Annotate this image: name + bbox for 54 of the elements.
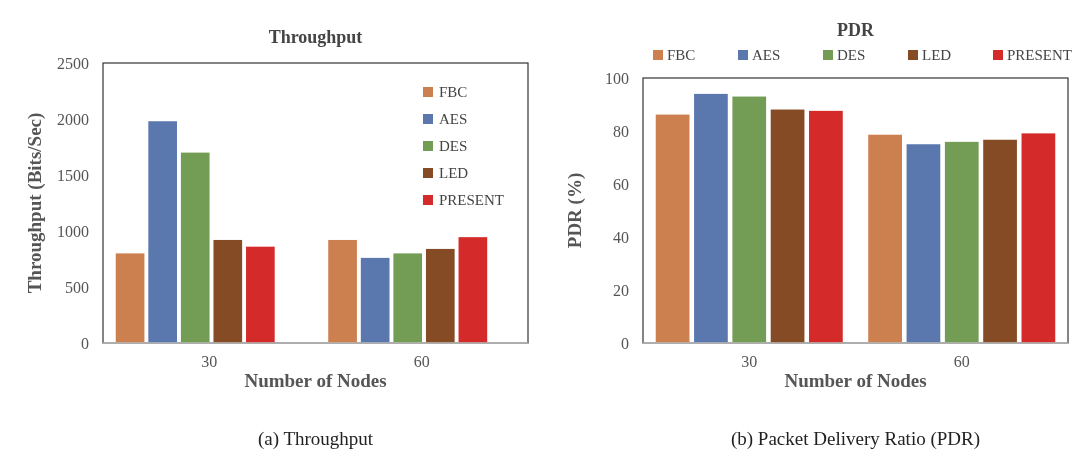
legend-label: AES [752, 47, 781, 63]
bar [983, 139, 1017, 343]
legend-label: LED [439, 165, 469, 181]
bar [809, 110, 843, 343]
legend-label: PRESENT [439, 192, 505, 208]
bar [458, 237, 488, 343]
bar [732, 96, 767, 343]
bar [148, 121, 177, 343]
y-tick-label: 1000 [57, 222, 89, 240]
bar [246, 246, 275, 343]
legend-label: LED [922, 47, 952, 63]
bar [115, 253, 145, 343]
x-axis-title: Number of Nodes [244, 370, 387, 391]
x-axis-title: Number of Nodes [784, 370, 927, 391]
bar [655, 114, 690, 343]
y-tick-label: 100 [605, 69, 629, 87]
bar [868, 134, 902, 343]
text: (b) Packet Delivery Ratio (PDR) [730, 428, 981, 450]
legend-label: DES [837, 47, 866, 63]
legend-label: FBC [439, 84, 468, 100]
bar [694, 93, 728, 343]
bar [425, 248, 455, 343]
y-tick-label: 2000 [57, 110, 89, 128]
bar [213, 239, 243, 343]
bar [180, 152, 210, 343]
y-tick-label: 1500 [57, 166, 89, 184]
x-tick-label: 60 [953, 353, 970, 370]
bar [906, 144, 941, 343]
x-tick-label: 30 [201, 353, 218, 370]
y-tick-label: 40 [613, 228, 629, 246]
bar [770, 109, 805, 343]
x-tick-label: 30 [741, 353, 758, 370]
legend-label: DES [439, 138, 468, 154]
bar [1021, 133, 1056, 343]
y-tick-label: 60 [613, 175, 629, 193]
x-tick-label: 60 [413, 353, 430, 370]
y-tick-label: 0 [81, 334, 89, 352]
chart-title: PDR [837, 20, 875, 40]
y-axis-title: Throughput (Bits/Sec) [24, 112, 46, 294]
bar [328, 239, 357, 343]
legend-label: FBC [667, 47, 696, 63]
bar [944, 141, 979, 343]
y-tick-label: 20 [613, 281, 629, 299]
bar [360, 257, 390, 343]
y-tick-label: 80 [613, 122, 629, 140]
text: (a) Throughput [257, 428, 374, 450]
legend-label: AES [439, 111, 468, 127]
bar [393, 253, 423, 343]
y-tick-label: 2500 [57, 54, 89, 72]
y-tick-label: 0 [621, 334, 629, 352]
y-axis-title: PDR (%) [564, 172, 586, 249]
chart-title: Throughput [268, 27, 363, 47]
legend-label: PRESENT [1007, 47, 1073, 63]
y-tick-label: 500 [65, 278, 89, 296]
